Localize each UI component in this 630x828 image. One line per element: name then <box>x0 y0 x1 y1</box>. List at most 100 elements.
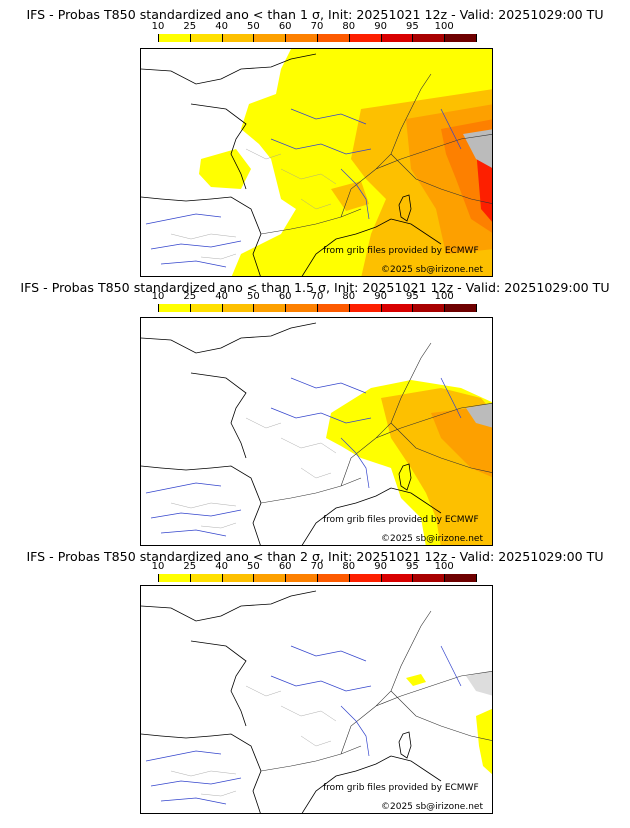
legend-label: 70 <box>310 291 324 302</box>
copyright-credit: ©2025 sb@irizone.net <box>381 802 483 812</box>
rivers <box>145 377 462 537</box>
prob-area-70-rhone <box>331 181 369 211</box>
legend-swatch <box>445 574 477 582</box>
panel-title: IFS - Probas T850 standardized ano < tha… <box>26 7 604 22</box>
copyright-credit: ©2025 sb@irizone.net <box>381 534 483 544</box>
coastline <box>301 755 392 813</box>
legend-label: 95 <box>406 291 419 302</box>
legend-swatch <box>445 304 477 312</box>
coastline <box>141 196 262 276</box>
map-panel-1: IFS - Probas T850 standardized ano < tha… <box>0 0 630 277</box>
rivers <box>145 108 462 268</box>
legend-swatch <box>318 304 350 312</box>
legend-label: 90 <box>374 21 387 32</box>
legend-swatch <box>254 34 287 42</box>
probability-map: from grib files provided by ECMWF ©2025 … <box>140 48 493 277</box>
legend-label: 40 <box>215 291 228 302</box>
legend-swatch <box>286 304 318 312</box>
legend-label: 10 <box>151 561 165 572</box>
map-canvas <box>141 49 492 276</box>
legend-label: 25 <box>183 291 197 302</box>
legend-swatch <box>159 304 191 312</box>
legend-label: 95 <box>406 561 419 572</box>
map-panel-2: IFS - Probas T850 standardized ano < tha… <box>0 270 630 546</box>
panel-title: IFS - Probas T850 standardized ano < tha… <box>20 280 610 295</box>
corsica <box>398 463 412 491</box>
legend-label: 50 <box>247 21 260 32</box>
legend-swatch <box>349 304 382 312</box>
rivers <box>145 645 462 805</box>
source-credit: from grib files provided by ECMWF <box>323 783 479 793</box>
color-legend: 10 25 40 50 60 70 80 90 95 100 <box>152 561 477 584</box>
legend-label: 70 <box>310 561 324 572</box>
prob-area-10-east <box>476 708 492 775</box>
legend-label: 60 <box>278 21 292 32</box>
legend-label: 60 <box>278 561 292 572</box>
prob-area-10-west <box>199 149 251 189</box>
admin-lines <box>170 148 337 260</box>
legend-swatch <box>413 574 446 582</box>
legend-swatch <box>222 34 255 42</box>
legend-swatch <box>190 304 223 312</box>
legend-swatch <box>318 574 350 582</box>
coastline <box>190 103 247 190</box>
legend-swatch <box>381 574 414 582</box>
legend-swatch <box>222 304 255 312</box>
legend-bar <box>158 574 477 582</box>
admin-lines <box>170 685 337 797</box>
legend-swatch <box>445 34 477 42</box>
legend-swatch <box>254 574 287 582</box>
legend-label: 50 <box>247 561 260 572</box>
legend-label: 10 <box>151 21 165 32</box>
legend-swatch <box>413 304 446 312</box>
coastline <box>390 487 442 514</box>
source-credit: from grib files provided by ECMWF <box>323 246 479 256</box>
source-credit: from grib files provided by ECMWF <box>323 515 479 525</box>
legend-swatch <box>159 34 191 42</box>
probability-map: from grib files provided by ECMWF ©2025 … <box>140 585 493 814</box>
legend-bar <box>158 34 477 42</box>
legend-swatch <box>190 574 223 582</box>
color-legend: 10 25 40 50 60 70 80 90 95 100 <box>152 291 477 314</box>
map-canvas <box>141 322 492 545</box>
coastline <box>301 487 392 545</box>
legend-label: 95 <box>406 21 419 32</box>
legend-label: 90 <box>374 291 387 302</box>
admin-lines <box>170 417 337 529</box>
coastline <box>190 640 247 727</box>
legend-swatch <box>349 34 382 42</box>
legend-swatch <box>381 304 414 312</box>
legend-swatch <box>159 574 191 582</box>
coastline <box>141 590 317 622</box>
terrain-mask <box>466 403 492 428</box>
coastline <box>190 372 247 459</box>
prob-area-40 <box>431 408 492 478</box>
legend-label: 40 <box>215 561 228 572</box>
legend-label: 80 <box>342 21 356 32</box>
legend-swatch <box>254 304 287 312</box>
legend-bar <box>158 304 477 312</box>
legend-swatch <box>286 574 318 582</box>
legend-label: 25 <box>183 21 197 32</box>
coastline <box>301 218 392 276</box>
panel-title: IFS - Probas T850 standardized ano < tha… <box>26 549 604 564</box>
legend-swatch <box>381 34 414 42</box>
legend-label: 100 <box>434 291 454 302</box>
corsica <box>398 731 412 759</box>
color-legend: 10 25 40 50 60 70 80 90 95 100 <box>152 21 477 44</box>
map-panel-3: IFS - Probas T850 standardized ano < tha… <box>0 540 630 814</box>
legend-label: 10 <box>151 291 165 302</box>
legend-swatch <box>349 574 382 582</box>
coastline <box>390 218 442 245</box>
borders <box>260 342 492 504</box>
legend-label: 70 <box>310 21 324 32</box>
legend-swatch <box>190 34 223 42</box>
legend-label: 80 <box>342 561 356 572</box>
legend-label: 90 <box>374 561 387 572</box>
probability-map: from grib files provided by ECMWF ©2025 … <box>140 317 493 546</box>
legend-label: 25 <box>183 561 197 572</box>
legend-swatch <box>413 34 446 42</box>
legend-label: 100 <box>434 21 454 32</box>
legend-label: 60 <box>278 291 292 302</box>
legend-label: 40 <box>215 21 228 32</box>
